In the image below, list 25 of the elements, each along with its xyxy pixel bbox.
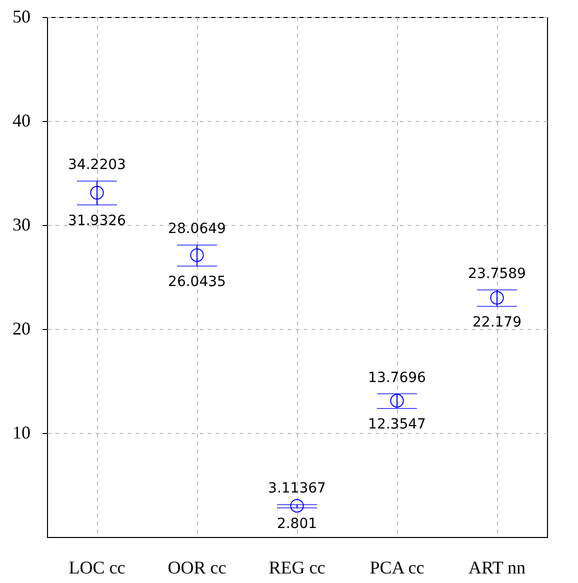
y-tick-label: 30 bbox=[12, 214, 30, 234]
annotation: 2.801 bbox=[276, 516, 318, 532]
annotation: 12.3547 bbox=[368, 416, 426, 433]
x-tick-label: PCA cc bbox=[370, 558, 424, 578]
x-tick-label: LOC cc bbox=[68, 558, 126, 578]
point bbox=[90, 186, 104, 200]
y-tick-label: 20 bbox=[12, 318, 30, 338]
annotation: 13.7696 bbox=[368, 370, 426, 386]
x-tick-label: REG cc bbox=[268, 558, 326, 578]
annotation: 31.9326 bbox=[68, 212, 126, 229]
point bbox=[290, 498, 304, 513]
annotation: 22.179 bbox=[472, 314, 522, 330]
y-tick-label: 40 bbox=[12, 110, 30, 130]
x-tick-label: ART nn bbox=[468, 558, 526, 578]
annotation: 3.11367 bbox=[268, 480, 326, 497]
annotation: 34.2203 bbox=[68, 157, 126, 174]
point bbox=[390, 394, 404, 408]
annotation: 23.7589 bbox=[468, 266, 526, 282]
x-tick-label: OOR cc bbox=[168, 558, 226, 578]
point bbox=[490, 290, 504, 305]
y-tick-label: 10 bbox=[12, 422, 30, 442]
point bbox=[190, 248, 204, 262]
annotation: 26.0435 bbox=[168, 274, 226, 290]
annotation: 28.0649 bbox=[168, 221, 226, 238]
y-tick-label: 50 bbox=[12, 6, 30, 26]
